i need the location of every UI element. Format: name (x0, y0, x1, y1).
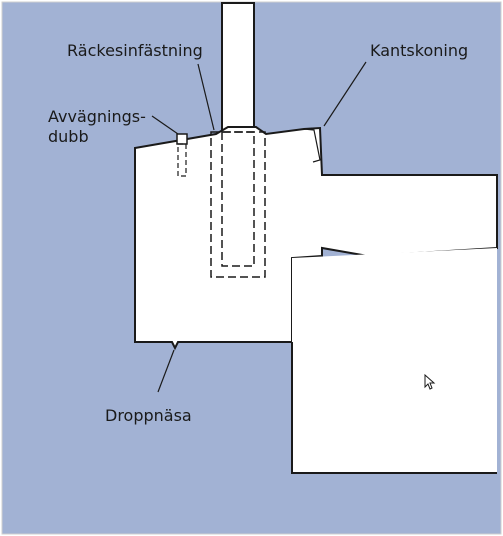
label-railing-fastening: Räckesinfästning (67, 41, 203, 60)
leader-drip-nose (157, 349, 175, 393)
label-edge-protection: Kantskoning (370, 41, 468, 60)
railing-post (221, 2, 255, 134)
leveling-dowel-hidden (177, 143, 187, 177)
label-leveling-dowel-line2: dubb (48, 127, 89, 146)
deck-slab (292, 248, 497, 473)
label-leveling-dowel-line1: Avvägnings- (48, 107, 146, 126)
label-drip-nose: Droppnäsa (105, 406, 192, 425)
deck-slab-outline (291, 342, 497, 474)
leader-leveling-dowel (151, 115, 179, 135)
mouse-cursor-icon (424, 373, 436, 390)
leveling-dowel (176, 133, 188, 145)
railing-anchor-inner (221, 131, 255, 267)
edge-protection-profile (303, 128, 321, 163)
leader-railing-fastening (197, 63, 215, 131)
leader-edge-protection (323, 61, 367, 127)
